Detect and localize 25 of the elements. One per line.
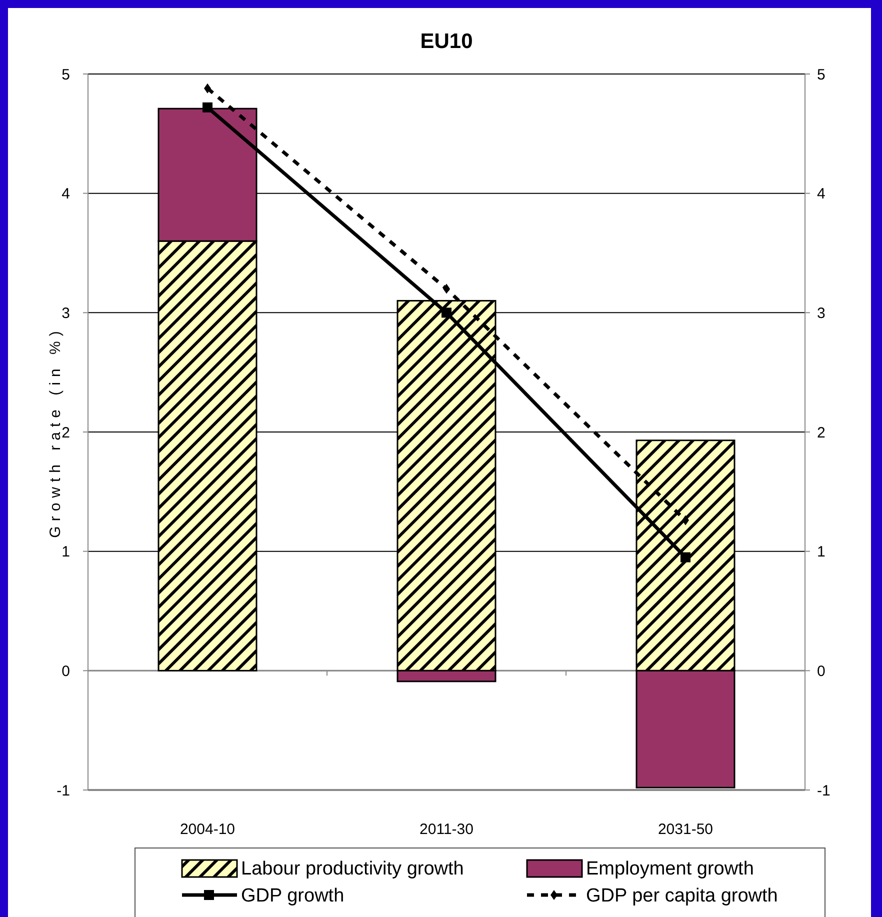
legend-label: Labour productivity growth <box>241 858 464 880</box>
point <box>442 308 452 318</box>
chart-title: EU10 <box>420 30 473 53</box>
y2-tick-label: 2 <box>817 424 826 442</box>
point <box>680 552 690 562</box>
y2-tick-label: 3 <box>817 304 826 322</box>
x-tick-label: 2031-50 <box>658 821 714 838</box>
y-tick-label: 3 <box>62 304 70 322</box>
legend-label: GDP growth <box>241 886 344 907</box>
legend-label: Employment growth <box>586 858 754 880</box>
y-tick-label: 4 <box>62 186 70 203</box>
y-tick-label: 0 <box>62 662 70 680</box>
x-tick-label: 2011-30 <box>420 821 474 838</box>
y2-tick-label: 0 <box>817 662 826 680</box>
y-tick-label: -1 <box>56 782 70 800</box>
y2-tick-label: 4 <box>817 186 826 203</box>
y2-tick-label: 1 <box>817 544 826 561</box>
legend-label: GDP per capita growth <box>586 886 778 907</box>
y2-tick-label: 5 <box>817 66 826 84</box>
y-tick-label: 5 <box>62 66 70 84</box>
y-tick-label: 1 <box>62 544 70 561</box>
y-tick-label: 2 <box>62 424 70 442</box>
x-tick-label: 2004-10 <box>180 821 236 838</box>
point <box>202 102 212 112</box>
y2-tick-label: -1 <box>817 782 830 800</box>
